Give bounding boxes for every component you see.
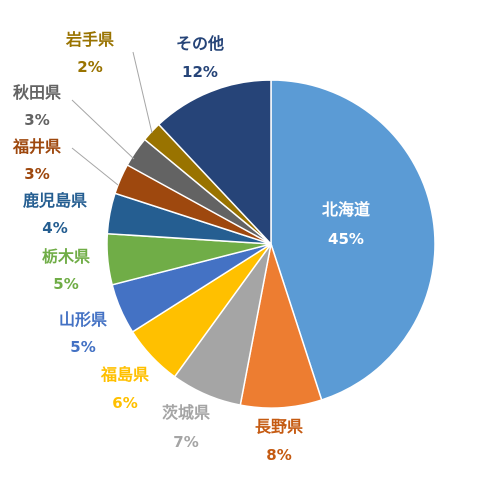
pie-slices: [106, 79, 436, 409]
slice-percent-label: 5%: [53, 275, 78, 293]
slice-category-label: 福井県: [12, 137, 61, 156]
slice-category-label: 栃木県: [42, 247, 90, 266]
slice-category-label: 茨城県: [162, 403, 210, 422]
slice-category-label: その他: [176, 34, 224, 53]
pie-slice: [157, 79, 272, 246]
slice-percent-label: 6%: [112, 394, 137, 412]
leader-line: [71, 99, 135, 160]
slice-percent-label: 45%: [328, 230, 364, 248]
pie-slice: [270, 79, 436, 401]
slice-percent-label: 12%: [182, 63, 218, 81]
slice-category-label: 北海道: [322, 200, 370, 219]
slice-percent-label: 5%: [70, 338, 95, 356]
slice-percent-label: 2%: [77, 58, 102, 76]
slice-percent-label: 3%: [24, 165, 49, 183]
leader-lines: [71, 51, 153, 186]
leader-line: [71, 147, 119, 186]
slice-percent-label: 8%: [266, 446, 291, 464]
slice-category-label: 山形県: [59, 310, 107, 329]
slice-percent-label: 7%: [173, 433, 198, 451]
slice-percent-label: 3%: [24, 111, 49, 129]
slice-labels: 北海道 45% 長野県 8% 茨城県 7% 福島県 6% 山形県 5% 栃木県 5% 鹿児島県 4% 福井県…: [12, 30, 370, 464]
slice-category-label: 福島県: [100, 365, 149, 384]
slice-percent-label: 4%: [42, 219, 67, 237]
slice-category-label: 鹿児島県: [23, 191, 87, 210]
slice-category-label: 秋田県: [13, 83, 61, 102]
slice-category-label: 岩手県: [65, 30, 114, 49]
slice-category-label: 長野県: [255, 417, 303, 436]
leader-line: [132, 51, 153, 134]
